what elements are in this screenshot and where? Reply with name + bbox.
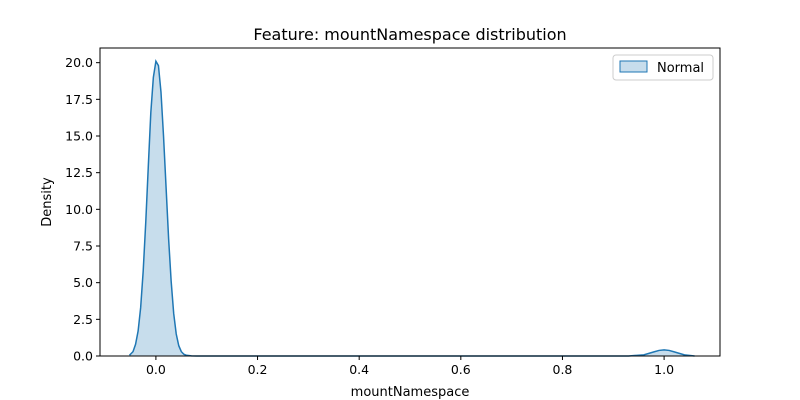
plot-area	[99, 47, 721, 357]
chart-title: Feature: mountNamespace distribution	[253, 25, 566, 44]
legend-swatch-normal	[619, 60, 648, 73]
series-layer	[128, 58, 695, 357]
x-axis-title: mountNamespace	[351, 385, 470, 400]
x-tick-label: 0.8	[553, 362, 573, 377]
x-tick-label: 0.4	[349, 362, 369, 377]
series-line-normal	[128, 58, 695, 357]
y-axis-title: Density	[40, 177, 55, 227]
x-tick-label: 0.2	[248, 362, 268, 377]
y-tick-label: 12.5	[65, 165, 93, 180]
plot-frame	[99, 47, 721, 357]
x-tick-label: 0.0	[146, 362, 166, 377]
legend-label-normal: Normal	[657, 61, 704, 76]
y-tick-label: 15.0	[65, 129, 93, 144]
y-tick-label: 17.5	[65, 92, 93, 107]
x-tick-label: 1.0	[654, 362, 674, 377]
y-tick-label: 7.5	[73, 239, 93, 254]
y-tick-label: 2.5	[73, 312, 93, 327]
series-area-normal	[129, 61, 695, 356]
y-tick-label: 10.0	[65, 202, 93, 217]
y-axis-ticks: 0.0 2.5 5.0 7.5 10.0 12.5 15.0 17.5 20.0	[65, 55, 100, 364]
y-tick-label: 5.0	[73, 275, 93, 290]
x-axis-ticks: 0.0 0.2 0.4 0.6 0.8 1.0	[146, 356, 674, 377]
y-tick-label: 0.0	[73, 349, 93, 364]
y-tick-label: 20.0	[65, 55, 93, 70]
legend: Normal	[612, 54, 714, 81]
x-tick-label: 0.6	[451, 362, 471, 377]
